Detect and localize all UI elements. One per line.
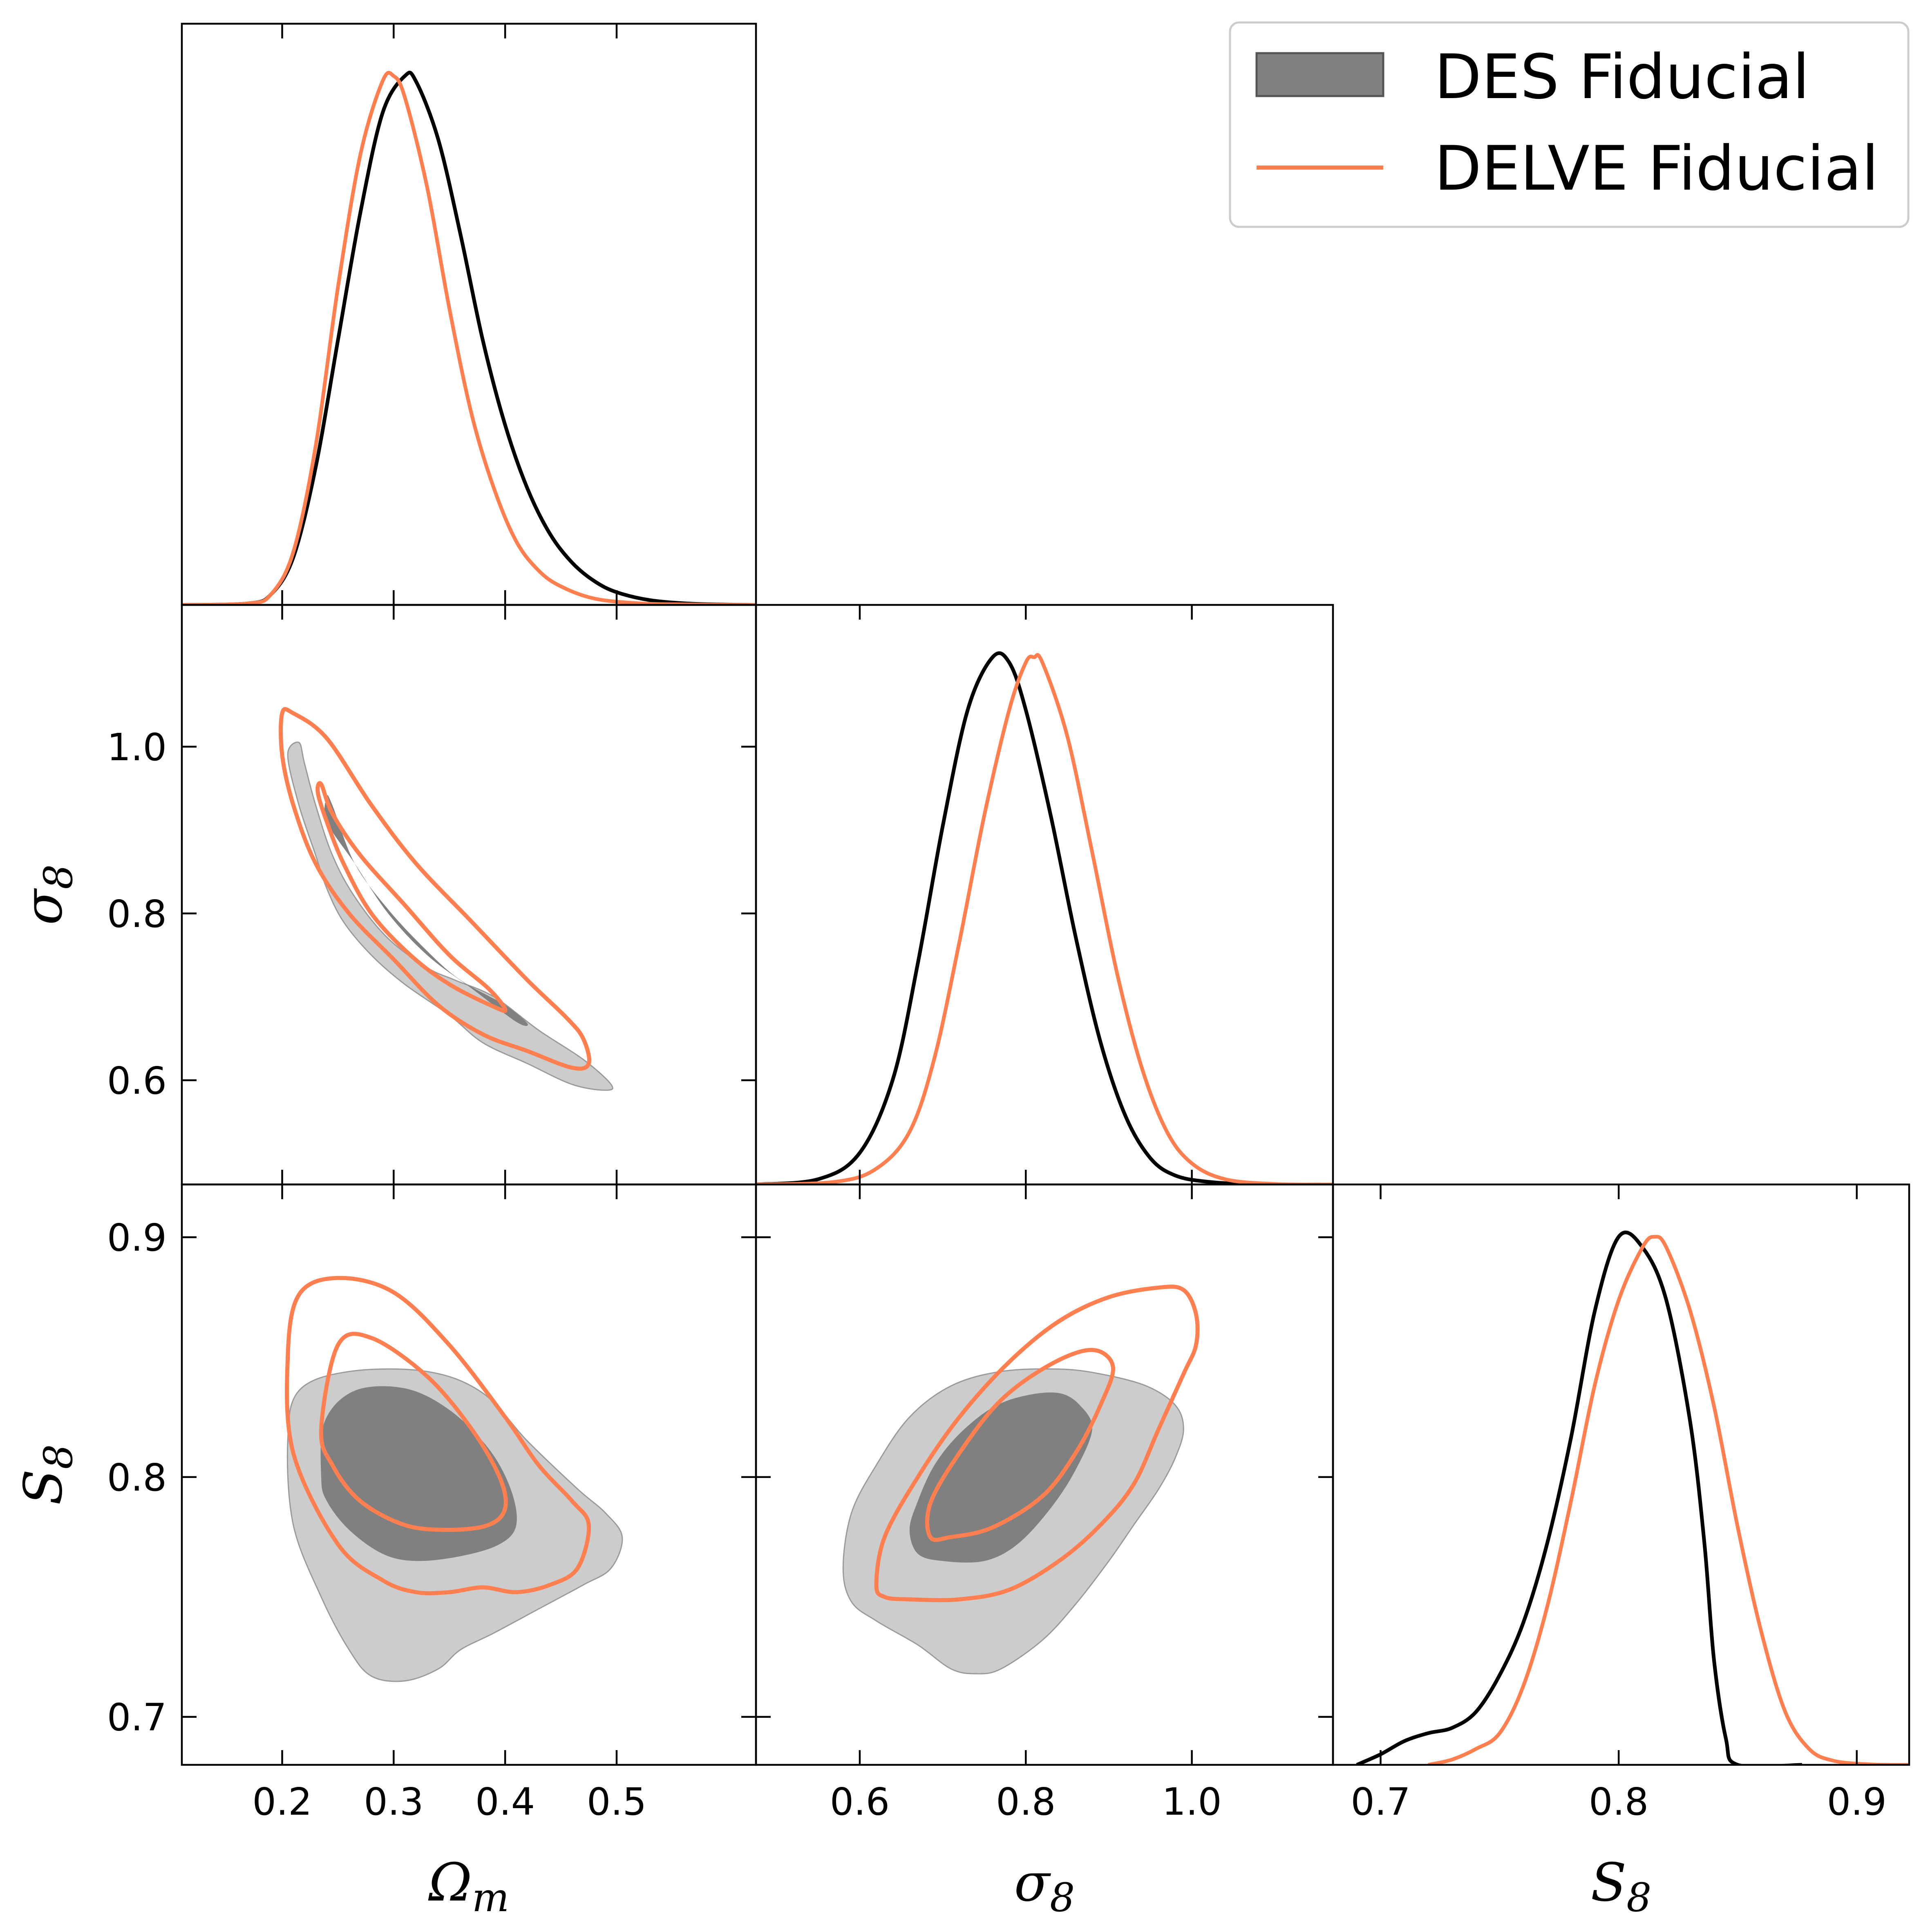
delve-contour-95 xyxy=(285,1276,591,1596)
x-tick-label: 1.0 xyxy=(1162,1780,1221,1824)
x-tick-label: 0.8 xyxy=(996,1780,1056,1824)
contour-panel-om_S8 xyxy=(285,1276,623,1682)
plot-content xyxy=(182,71,1909,1765)
delve-marginal-line xyxy=(182,71,756,605)
y-tick-label: 0.7 xyxy=(107,1696,167,1739)
delve-contour-68 xyxy=(315,781,508,1013)
des-marginal-line xyxy=(182,71,756,605)
axis-label: S8 xyxy=(1591,1852,1652,1921)
axis-label: S8 xyxy=(13,1444,81,1505)
tick-marks xyxy=(182,24,1858,1765)
delve-marginal-line xyxy=(1428,1235,1909,1765)
legend: DES Fiducial DELVE Fiducial xyxy=(1229,21,1910,228)
x-tick-label: 0.7 xyxy=(1351,1780,1410,1824)
x-tick-label: 0.5 xyxy=(587,1780,646,1824)
legend-frame xyxy=(1229,21,1910,228)
x-tick-label: 0.9 xyxy=(1827,1780,1887,1824)
marginal-panel-om xyxy=(182,71,756,605)
delve-contour-95 xyxy=(874,1285,1200,1603)
x-tick-label: 0.2 xyxy=(252,1780,312,1824)
x-tick-label: 0.6 xyxy=(830,1780,890,1824)
contour-panel-om_s8sig xyxy=(279,707,613,1091)
axis-labels: 0.2 0.3 0.4 0.5 0.6 0.8 1.0 0.7 0.8 0.9 0.6 0.8 1.0 0… xyxy=(13,725,1887,1921)
x-tick-label: 0.8 xyxy=(1589,1780,1648,1824)
des-contour-95 xyxy=(287,741,613,1091)
x-tick-label: 0.4 xyxy=(475,1780,535,1824)
y-tick-label: 0.8 xyxy=(107,892,167,936)
axis-label: σ8 xyxy=(1014,1852,1075,1921)
legend-swatch-des xyxy=(1255,52,1384,97)
delve-contour-68 xyxy=(925,1348,1115,1542)
axis-label: Ωm xyxy=(428,1852,509,1921)
des-marginal-line xyxy=(756,651,1333,1184)
legend-label-delve: DELVE Fiducial xyxy=(1434,133,1879,204)
y-tick-label: 1.0 xyxy=(107,725,167,769)
panel-frame xyxy=(755,604,1334,1186)
des-contour-68 xyxy=(320,1386,517,1561)
marginal-panel-S8 xyxy=(1356,1230,1909,1765)
y-tick-label: 0.6 xyxy=(107,1059,167,1103)
delve-marginal-line xyxy=(756,653,1333,1184)
panel-frame xyxy=(181,604,757,1186)
des-contour-68 xyxy=(909,1392,1092,1563)
y-tick-label: 0.8 xyxy=(107,1456,167,1500)
y-tick-label: 0.9 xyxy=(107,1216,167,1260)
x-tick-label: 0.3 xyxy=(364,1780,423,1824)
panel-frames xyxy=(181,22,1910,1766)
contour-panel-s8sig_S8 xyxy=(842,1285,1200,1675)
legend-label-des: DES Fiducial xyxy=(1434,42,1809,113)
des-marginal-line xyxy=(1356,1230,1802,1765)
axis-label: σ8 xyxy=(13,864,81,925)
marginal-panel-s8sig xyxy=(756,651,1333,1184)
delve-contour-95 xyxy=(279,707,591,1071)
panel-frame xyxy=(181,22,757,606)
panel-frame xyxy=(1332,1183,1910,1766)
delve-contour-68 xyxy=(319,1332,508,1532)
